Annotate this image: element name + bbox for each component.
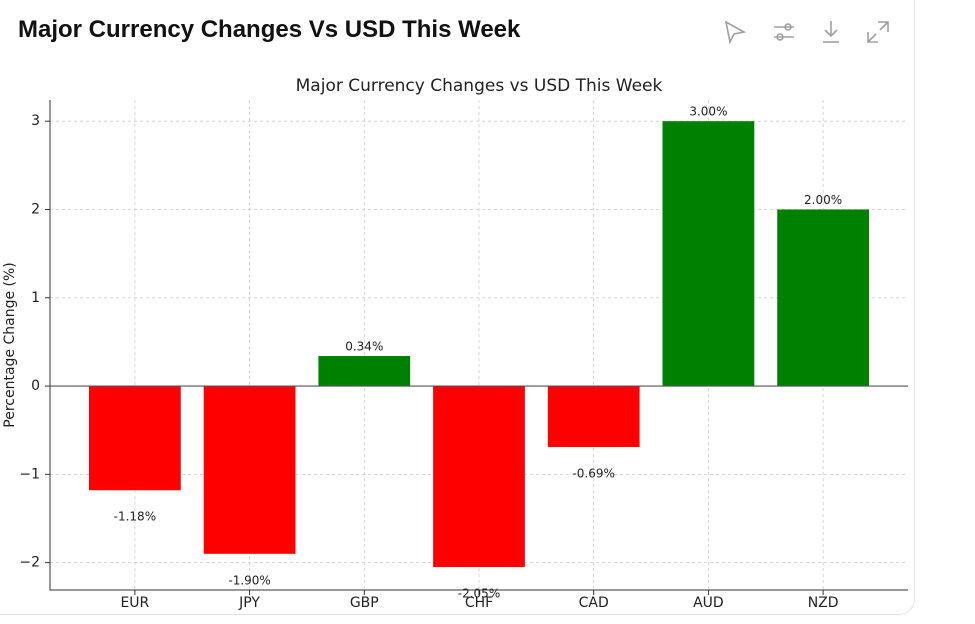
y-axis-label: Percentage Change (%) [2,262,18,427]
interactive-icon[interactable] [724,20,747,45]
x-tick-label: CHF [465,595,493,611]
bar [318,356,411,387]
card: Major Currency Changes Vs USD This Week [0,0,915,615]
x-tick-label: CAD [579,595,609,611]
y-tick-label: 2 [31,201,40,217]
chart-title: Major Currency Changes vs USD This Week [296,76,663,96]
value-label: 3.00% [689,105,727,119]
x-tick-label: AUD [693,595,724,611]
value-label: -0.69% [572,466,614,480]
y-tick-label: 1 [31,290,40,306]
download-icon[interactable] [823,21,839,43]
bar [89,386,181,491]
y-tick-label: 3 [31,113,40,129]
value-label: -1.18% [114,510,156,524]
y-tick-label: 0 [31,378,40,394]
expand-icon[interactable] [867,21,889,43]
bar [203,386,296,554]
bar [433,386,525,568]
bar [547,386,640,447]
x-tick-label: GBP [350,595,379,611]
bar [662,121,755,387]
value-label: 0.34% [345,340,383,354]
bar [777,209,869,387]
value-label: -1.90% [228,573,270,587]
settings-icon[interactable] [774,23,794,41]
card-title: Major Currency Changes Vs USD This Week [18,16,521,43]
y-tick-label: −2 [19,555,40,571]
x-tick-label: EUR [120,595,149,611]
value-label: 2.00% [804,193,842,207]
x-tick-label: NZD [808,595,839,611]
axis-frame [49,100,908,591]
y-tick-label: −1 [19,466,40,482]
value-label: -2.05% [458,587,500,601]
x-tick-label: JPY [238,595,260,611]
